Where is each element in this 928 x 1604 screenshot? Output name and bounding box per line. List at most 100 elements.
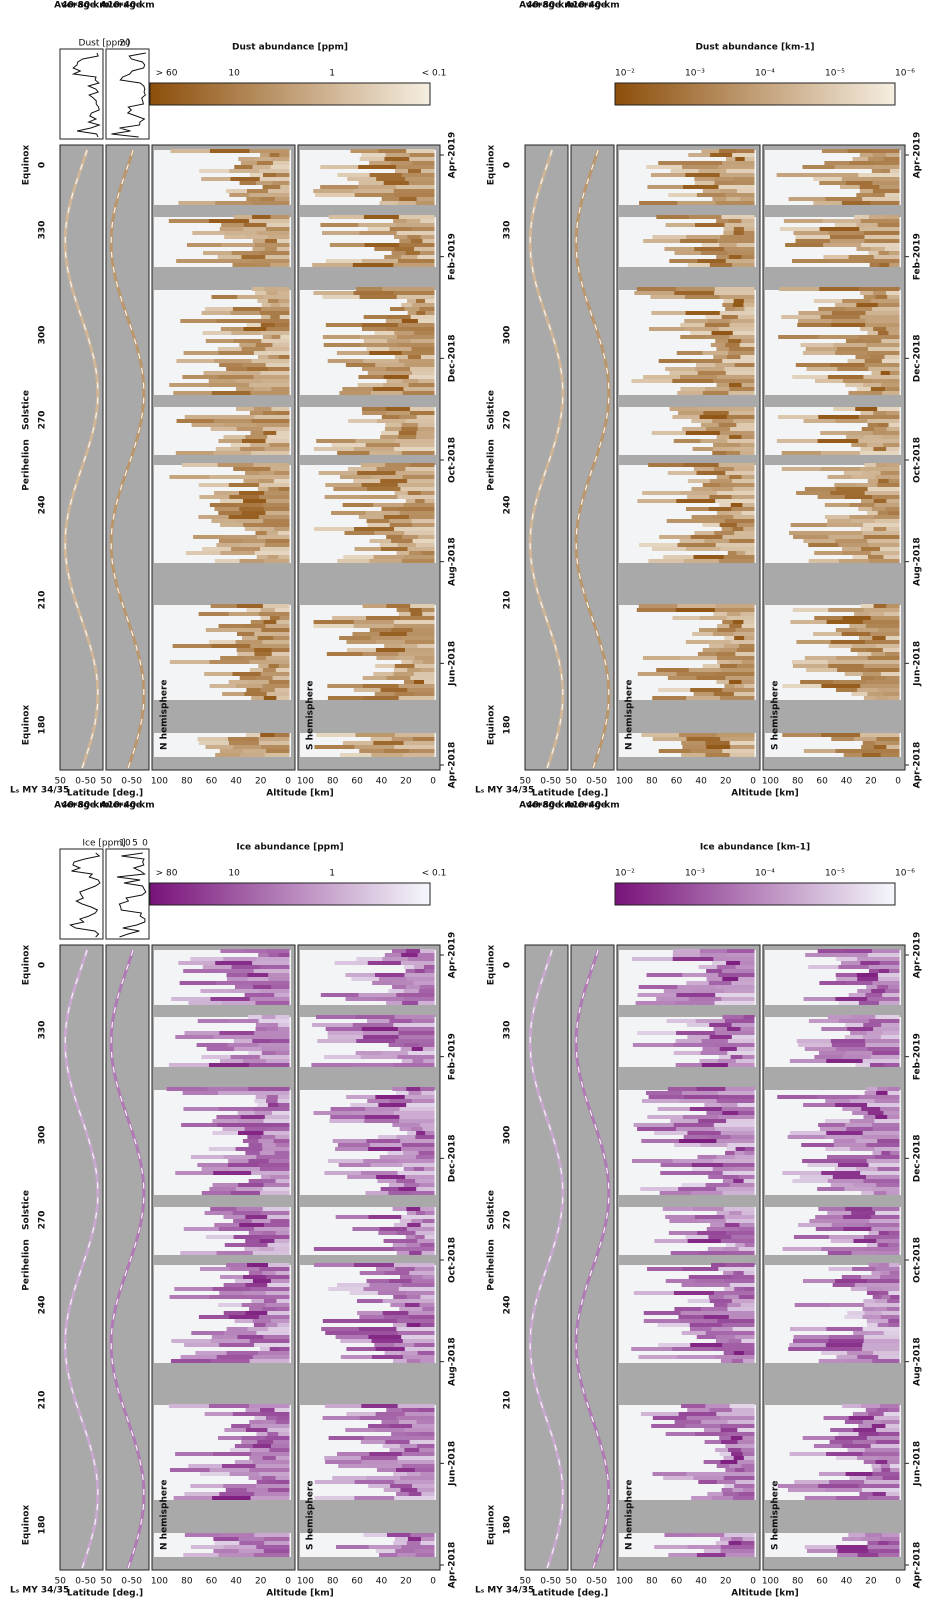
profile-cell bbox=[709, 1408, 733, 1412]
profile-cell bbox=[822, 219, 862, 223]
profile-cell bbox=[858, 415, 900, 419]
profile-cell bbox=[248, 1063, 290, 1067]
profile-cell bbox=[362, 652, 399, 656]
profile-cell bbox=[418, 535, 435, 539]
profile-cell bbox=[713, 447, 735, 451]
profile-cell bbox=[405, 499, 416, 503]
profile-cell bbox=[350, 149, 379, 153]
profile-cell bbox=[852, 555, 869, 559]
profile-cell bbox=[697, 1155, 717, 1159]
profile-cell bbox=[798, 1043, 833, 1047]
profile-cell bbox=[863, 1460, 877, 1464]
profile-cell bbox=[417, 319, 435, 323]
profile-cell bbox=[741, 347, 755, 351]
profile-cell bbox=[270, 1319, 290, 1323]
profile-cell bbox=[245, 1311, 268, 1315]
profile-cell bbox=[257, 1351, 290, 1355]
profile-cell bbox=[881, 1295, 891, 1299]
profile-cell bbox=[873, 327, 887, 331]
profile-cell bbox=[674, 1143, 702, 1147]
profile-cell bbox=[185, 551, 221, 555]
profile-cell bbox=[714, 1001, 755, 1005]
profile-cell bbox=[796, 1039, 832, 1043]
profile-cell bbox=[743, 1271, 755, 1275]
profile-cell bbox=[389, 371, 413, 375]
profile-cell bbox=[269, 1347, 280, 1351]
profile-cell bbox=[724, 1484, 735, 1488]
profile-cell bbox=[199, 1267, 231, 1271]
profile-cell bbox=[696, 676, 726, 680]
profile-cell bbox=[836, 1355, 858, 1359]
ls-tick-label: 240 bbox=[38, 496, 48, 515]
profile-cell bbox=[249, 1468, 290, 1472]
profile-cell bbox=[867, 1496, 900, 1500]
profile-cell bbox=[250, 1424, 271, 1428]
profile-cell bbox=[252, 981, 290, 985]
profile-cell bbox=[659, 535, 692, 539]
profile-cell bbox=[385, 1440, 411, 1444]
profile-cell bbox=[850, 1287, 868, 1291]
profile-cell bbox=[641, 1139, 680, 1143]
profile-cell bbox=[244, 993, 260, 997]
profile-cell bbox=[735, 1147, 746, 1151]
profile-cell bbox=[221, 223, 245, 227]
profile-cell bbox=[397, 1027, 435, 1031]
lat-tick-label: -50 bbox=[592, 777, 607, 787]
profile-cell bbox=[836, 1456, 858, 1460]
latitude-strip bbox=[59, 944, 104, 1571]
profile-cell bbox=[228, 680, 250, 684]
profile-cell bbox=[262, 1456, 277, 1460]
profile-cell bbox=[361, 1027, 399, 1031]
profile-cell bbox=[678, 1139, 717, 1143]
profile-cell bbox=[407, 1051, 435, 1055]
profile-cell bbox=[831, 1223, 866, 1227]
profile-cell bbox=[394, 439, 435, 443]
profile-cell bbox=[687, 1408, 711, 1412]
profile-cell bbox=[366, 519, 390, 523]
profile-cell bbox=[274, 688, 290, 692]
profile-cell bbox=[702, 664, 721, 668]
profile-cell bbox=[394, 527, 435, 531]
profile-cell bbox=[406, 1472, 421, 1476]
profile-cell bbox=[219, 363, 243, 367]
profile-cell bbox=[415, 969, 426, 973]
profile-cell bbox=[789, 1131, 827, 1135]
profile-cell bbox=[359, 335, 398, 339]
profile-cell bbox=[646, 165, 683, 169]
profile-cell bbox=[820, 431, 848, 435]
profile-cell bbox=[853, 1183, 877, 1187]
inset-line bbox=[111, 52, 146, 138]
profile-cell bbox=[362, 676, 388, 680]
profile-cell bbox=[275, 411, 290, 415]
alt-tick-label: 60 bbox=[351, 1577, 363, 1587]
profile-cell bbox=[419, 1432, 435, 1436]
date-tick-label: Dec-2018 bbox=[448, 1134, 458, 1182]
profile-cell bbox=[192, 231, 226, 235]
profile-cell bbox=[254, 1416, 267, 1420]
profile-cell bbox=[405, 251, 421, 255]
profile-cell bbox=[837, 668, 869, 672]
panel-title: Lₛ MY 34/35 bbox=[10, 786, 69, 796]
ls-note: Equinox bbox=[22, 145, 32, 186]
profile-cell bbox=[724, 636, 735, 640]
profile-cell bbox=[354, 1480, 395, 1484]
profile-cell bbox=[386, 411, 411, 415]
profile-cell bbox=[278, 1432, 290, 1436]
profile-cell bbox=[724, 644, 740, 648]
profile-cell bbox=[209, 660, 250, 664]
profile-cell bbox=[389, 307, 406, 311]
profile-cell bbox=[703, 1315, 730, 1319]
profile-cell bbox=[280, 185, 290, 189]
profile-cell bbox=[401, 1215, 435, 1219]
profile-cell bbox=[191, 1331, 225, 1335]
profile-cell bbox=[730, 503, 743, 507]
profile-cell bbox=[825, 1119, 851, 1123]
profile-cell bbox=[664, 247, 695, 251]
profile-cell bbox=[269, 153, 280, 157]
date-tick-label: Jun-2018 bbox=[448, 641, 458, 687]
profile-cell bbox=[399, 243, 435, 247]
profile-cell bbox=[412, 539, 435, 543]
profile-cell bbox=[870, 247, 886, 251]
profile-cell bbox=[389, 1279, 413, 1283]
profile-cell bbox=[389, 1183, 405, 1187]
